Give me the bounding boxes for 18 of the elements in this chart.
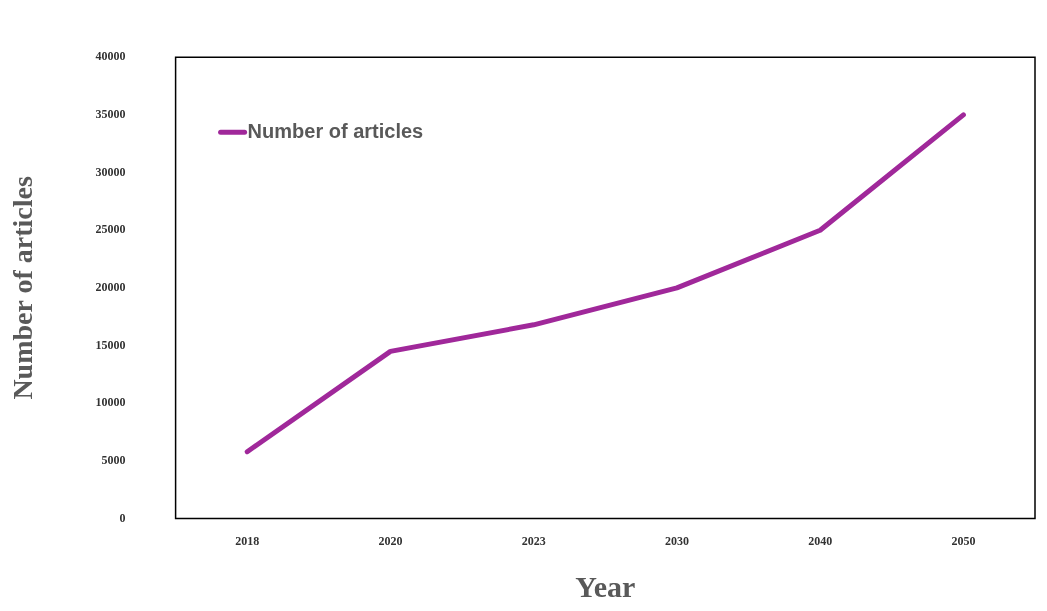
y-tick-label: 20000 (95, 279, 126, 294)
x-axis-title: Year (575, 569, 636, 603)
y-tick-label: 35000 (95, 106, 126, 121)
x-tick-label: 2023 (521, 533, 546, 548)
y-tick-label: 0 (119, 510, 126, 525)
y-tick-label: 40000 (95, 49, 126, 64)
y-tick-label: 25000 (95, 222, 126, 237)
x-tick-label: 2018 (235, 533, 260, 548)
x-tick-label: 2040 (808, 533, 833, 548)
x-tick-label: 2050 (951, 533, 976, 548)
legend-label: Number of articles (247, 119, 424, 142)
x-tick-label: 2020 (378, 533, 403, 548)
y-axis-title: Number of articles (7, 176, 39, 400)
y-tick-label: 5000 (101, 453, 126, 468)
x-tick-label: 2030 (664, 533, 689, 548)
y-tick-label: 30000 (95, 164, 126, 179)
y-tick-label: 10000 (95, 395, 126, 410)
y-tick-label: 15000 (95, 337, 126, 352)
